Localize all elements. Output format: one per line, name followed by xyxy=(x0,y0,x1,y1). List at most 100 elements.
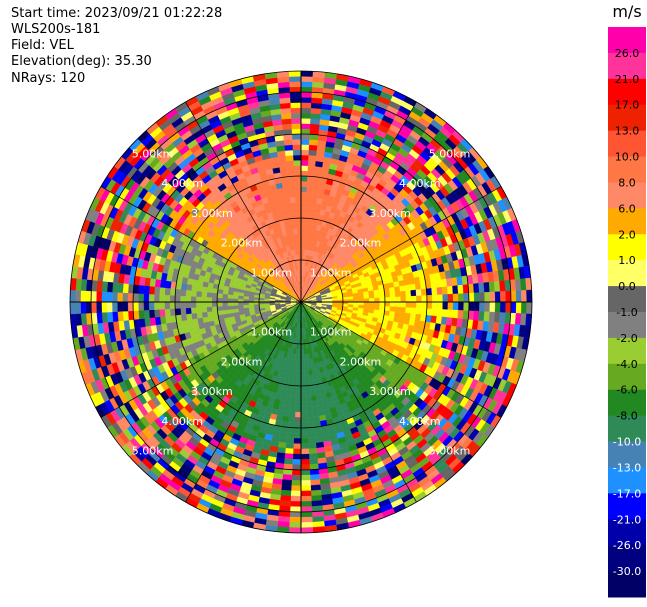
range-gate xyxy=(468,292,475,303)
range-gate xyxy=(306,191,313,198)
range-gate xyxy=(222,309,229,315)
range-gate xyxy=(286,432,295,439)
range-gate xyxy=(293,427,302,434)
range-gate xyxy=(447,309,454,319)
range-gate xyxy=(300,490,312,497)
range-gate xyxy=(300,375,306,381)
range-gate xyxy=(232,301,239,306)
range-gate xyxy=(296,385,302,392)
range-gate xyxy=(291,469,302,476)
range-gate xyxy=(300,76,313,82)
range-gate xyxy=(389,311,396,317)
range-gate xyxy=(185,283,193,291)
range-gate xyxy=(312,181,321,189)
range-gate xyxy=(303,343,307,350)
range-gate xyxy=(195,296,202,303)
range-gate xyxy=(80,301,87,314)
range-gate xyxy=(290,390,297,397)
range-gate xyxy=(310,207,316,214)
range-gate xyxy=(300,385,306,392)
range-gate xyxy=(488,281,496,293)
range-gate xyxy=(285,442,294,449)
range-gate xyxy=(143,293,150,303)
range-gate xyxy=(405,301,412,308)
range-gate xyxy=(279,495,291,502)
range-gate xyxy=(369,301,375,306)
range-gate xyxy=(510,301,517,314)
range-gate xyxy=(290,485,302,492)
range-gate xyxy=(300,123,311,130)
range-gate xyxy=(306,401,313,408)
range-gate xyxy=(484,301,491,313)
range-gate xyxy=(286,437,295,444)
range-gate xyxy=(289,506,302,513)
range-gate xyxy=(404,284,411,292)
range-gate xyxy=(211,292,218,298)
range-gate xyxy=(222,293,229,299)
range-gate xyxy=(400,301,407,308)
range-gate xyxy=(101,301,108,313)
range-gate xyxy=(526,301,533,315)
range-gate xyxy=(206,291,213,298)
range-gate xyxy=(122,310,129,321)
range-gate xyxy=(90,290,97,303)
range-gate xyxy=(300,202,307,208)
range-gate xyxy=(384,297,391,303)
range-gate xyxy=(431,294,438,303)
range-gate xyxy=(292,448,302,455)
range-gate xyxy=(117,292,123,303)
range-gate xyxy=(363,294,370,299)
range-gate xyxy=(117,311,124,322)
range-gate xyxy=(468,301,475,312)
range-gate xyxy=(300,527,314,534)
range-gate xyxy=(138,310,145,320)
range-gate xyxy=(201,301,207,308)
range-gate xyxy=(304,217,310,224)
range-gate xyxy=(473,283,480,294)
range-gate xyxy=(289,516,302,523)
range-gate xyxy=(309,474,320,481)
range-gate xyxy=(452,293,459,303)
range-gate xyxy=(69,301,76,315)
range-gate xyxy=(169,294,176,303)
range-gate xyxy=(458,293,464,303)
range-gate xyxy=(300,422,308,429)
range-gate xyxy=(374,301,380,307)
range-gate xyxy=(143,285,150,295)
range-gate xyxy=(489,291,496,303)
range-gate xyxy=(307,427,315,434)
range-gate xyxy=(515,290,522,303)
range-gate xyxy=(185,289,192,297)
range-gate xyxy=(388,282,395,289)
range-gate xyxy=(431,308,438,317)
range-gate xyxy=(159,294,165,303)
range-gate xyxy=(500,301,506,313)
range-gate xyxy=(379,297,386,303)
range-gate xyxy=(112,282,119,293)
range-gate xyxy=(311,102,323,109)
range-gate xyxy=(300,443,309,450)
range-gate xyxy=(300,474,311,481)
range-gate xyxy=(195,290,202,297)
range-gate xyxy=(306,186,314,193)
range-gate xyxy=(243,304,249,309)
range-gate xyxy=(180,301,186,309)
range-gate xyxy=(293,438,302,444)
range-gate xyxy=(112,311,119,322)
range-gate xyxy=(175,288,182,296)
range-gate xyxy=(117,282,124,293)
range-gate xyxy=(206,296,213,303)
range-gate xyxy=(300,506,313,513)
range-gate xyxy=(222,301,228,307)
range-gate xyxy=(479,292,485,303)
range-gate xyxy=(312,415,321,423)
range-gate xyxy=(307,170,315,177)
range-gate xyxy=(190,307,197,314)
range-gate xyxy=(175,308,182,316)
range-gate xyxy=(311,192,319,199)
range-gate xyxy=(206,311,213,317)
range-gate xyxy=(409,283,417,291)
range-gate xyxy=(216,293,223,299)
range-gate xyxy=(300,160,309,166)
